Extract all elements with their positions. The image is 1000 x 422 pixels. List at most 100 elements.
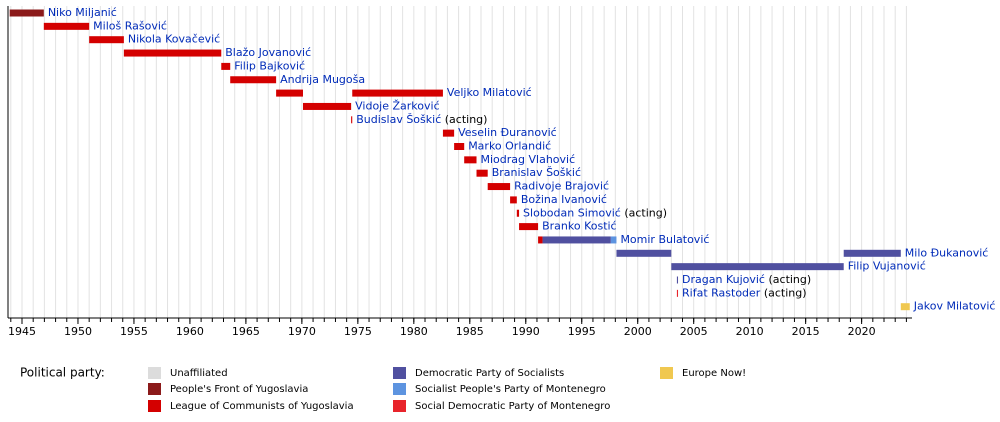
term-bar: [352, 89, 443, 97]
x-tick-label: 1990: [512, 325, 540, 338]
name-label: Niko Miljanić: [48, 6, 117, 19]
term-bar: [676, 289, 679, 297]
acting-note: (acting): [445, 113, 488, 126]
x-tick-label: 1955: [120, 325, 148, 338]
legend-title: Political party:: [20, 366, 105, 380]
row-label: Radivoje Brajović: [514, 180, 609, 193]
row-label: Rifat Rastoder (acting): [682, 286, 807, 299]
name-label: Budislav Šoškić: [356, 113, 441, 126]
row-label: Miloš Rašović: [93, 19, 167, 32]
row-label: Blažo Jovanović: [225, 46, 311, 59]
legend-label: Democratic Party of Socialists: [415, 368, 564, 379]
term-bar: [610, 236, 617, 244]
x-tick-label: 1985: [456, 325, 484, 338]
name-label: Blažo Jovanović: [225, 46, 311, 59]
row-label: Momir Bulatović: [620, 233, 709, 246]
term-bar: [476, 169, 488, 177]
row-label: Branislav Šoškić: [492, 166, 581, 179]
name-label: Branko Kostić: [542, 220, 617, 233]
term-bar: [487, 183, 511, 191]
name-label: Božina Ivanović: [521, 193, 607, 206]
term-bar: [464, 156, 477, 164]
row-label: Niko Miljanić: [48, 6, 117, 19]
row-label: Budislav Šoškić (acting): [356, 113, 487, 126]
row-label: Branko Kostić: [542, 220, 617, 233]
row-label: Dragan Kujović (acting): [682, 273, 811, 286]
name-label: Milo Đukanović: [905, 246, 989, 259]
term-bar: [302, 102, 352, 110]
name-label: Miloš Rašović: [93, 19, 167, 32]
x-tick-label: 1970: [288, 325, 316, 338]
x-tick-label: 2005: [680, 325, 708, 338]
name-label: Dragan Kujović: [682, 273, 765, 286]
x-tick-label: 1945: [8, 325, 36, 338]
x-tick-label: 2000: [624, 325, 652, 338]
x-tick-label: 1975: [344, 325, 372, 338]
name-label: Marko Orlandić: [468, 140, 551, 153]
x-tick-label: 1980: [400, 325, 428, 338]
term-bar: [542, 236, 611, 244]
row-label: Milo Đukanović: [905, 246, 989, 259]
legend-label: Unaffiliated: [170, 368, 228, 379]
row-label: Andrija Mugoša: [280, 73, 365, 86]
term-bar: [43, 22, 90, 30]
term-bar: [454, 143, 465, 150]
name-label: Rifat Rastoder: [682, 286, 761, 299]
x-tick-label: 2020: [848, 325, 876, 338]
row-label: Veljko Milatović: [447, 86, 532, 99]
row-label: Filip Bajković: [234, 59, 305, 72]
row-label: Nikola Kovačević: [128, 33, 220, 46]
name-label: Momir Bulatović: [620, 233, 709, 246]
legend-label: People's Front of Yugoslavia: [170, 384, 308, 395]
legend-label: League of Communists of Yugoslavia: [170, 401, 354, 412]
name-label: Andrija Mugoša: [280, 73, 365, 86]
term-bar: [442, 129, 455, 137]
acting-note: (acting): [764, 286, 807, 299]
term-bar: [221, 62, 231, 70]
term-bar: [900, 303, 910, 311]
name-label: Miodrag Vlahović: [481, 153, 576, 166]
term-bar: [123, 49, 222, 57]
name-label: Veselin Đuranović: [458, 126, 557, 139]
x-tick-label: 1965: [232, 325, 260, 338]
row-label: Vidoje Žarković: [355, 99, 440, 112]
row-label: Slobodan Simović (acting): [523, 206, 667, 219]
row-label: Jakov Milatović: [913, 300, 996, 313]
legend-label: Socialist People's Party of Montenegro: [415, 384, 606, 395]
row-label: Filip Vujanović: [848, 260, 926, 273]
name-label: Nikola Kovačević: [128, 33, 220, 46]
x-tick-label: 2015: [792, 325, 820, 338]
name-label: Veljko Milatović: [447, 86, 532, 99]
name-label: Filip Vujanović: [848, 260, 926, 273]
name-label: Branislav Šoškić: [492, 166, 581, 179]
name-label: Jakov Milatović: [913, 300, 996, 313]
acting-note: (acting): [624, 206, 667, 219]
term-bar: [351, 116, 353, 124]
row-label: Marko Orlandić: [468, 140, 551, 153]
term-bar: [516, 209, 520, 217]
legend-swatch: [660, 367, 673, 379]
legend-swatch: [148, 383, 161, 395]
name-label: Slobodan Simović: [523, 206, 621, 219]
row-label: Miodrag Vlahović: [481, 153, 576, 166]
acting-note: (acting): [768, 273, 811, 286]
term-bar: [89, 36, 124, 44]
legend-swatch: [393, 383, 406, 395]
term-bar: [519, 223, 539, 231]
legend-label: Europe Now!: [682, 368, 746, 379]
term-bar: [538, 236, 543, 244]
row-label: Veselin Đuranović: [458, 126, 557, 139]
row-label: Božina Ivanović: [521, 193, 607, 206]
legend-swatch: [148, 400, 161, 412]
x-tick-label: 1960: [176, 325, 204, 338]
name-label: Radivoje Brajović: [514, 180, 609, 193]
x-tick-label: 1950: [64, 325, 92, 338]
term-bar: [276, 89, 303, 97]
name-label: Vidoje Žarković: [355, 99, 440, 112]
x-tick-label: 1995: [568, 325, 596, 338]
term-bar: [843, 249, 901, 257]
term-bar: [510, 196, 517, 204]
legend-swatch: [393, 400, 406, 412]
name-label: Filip Bajković: [234, 59, 305, 72]
